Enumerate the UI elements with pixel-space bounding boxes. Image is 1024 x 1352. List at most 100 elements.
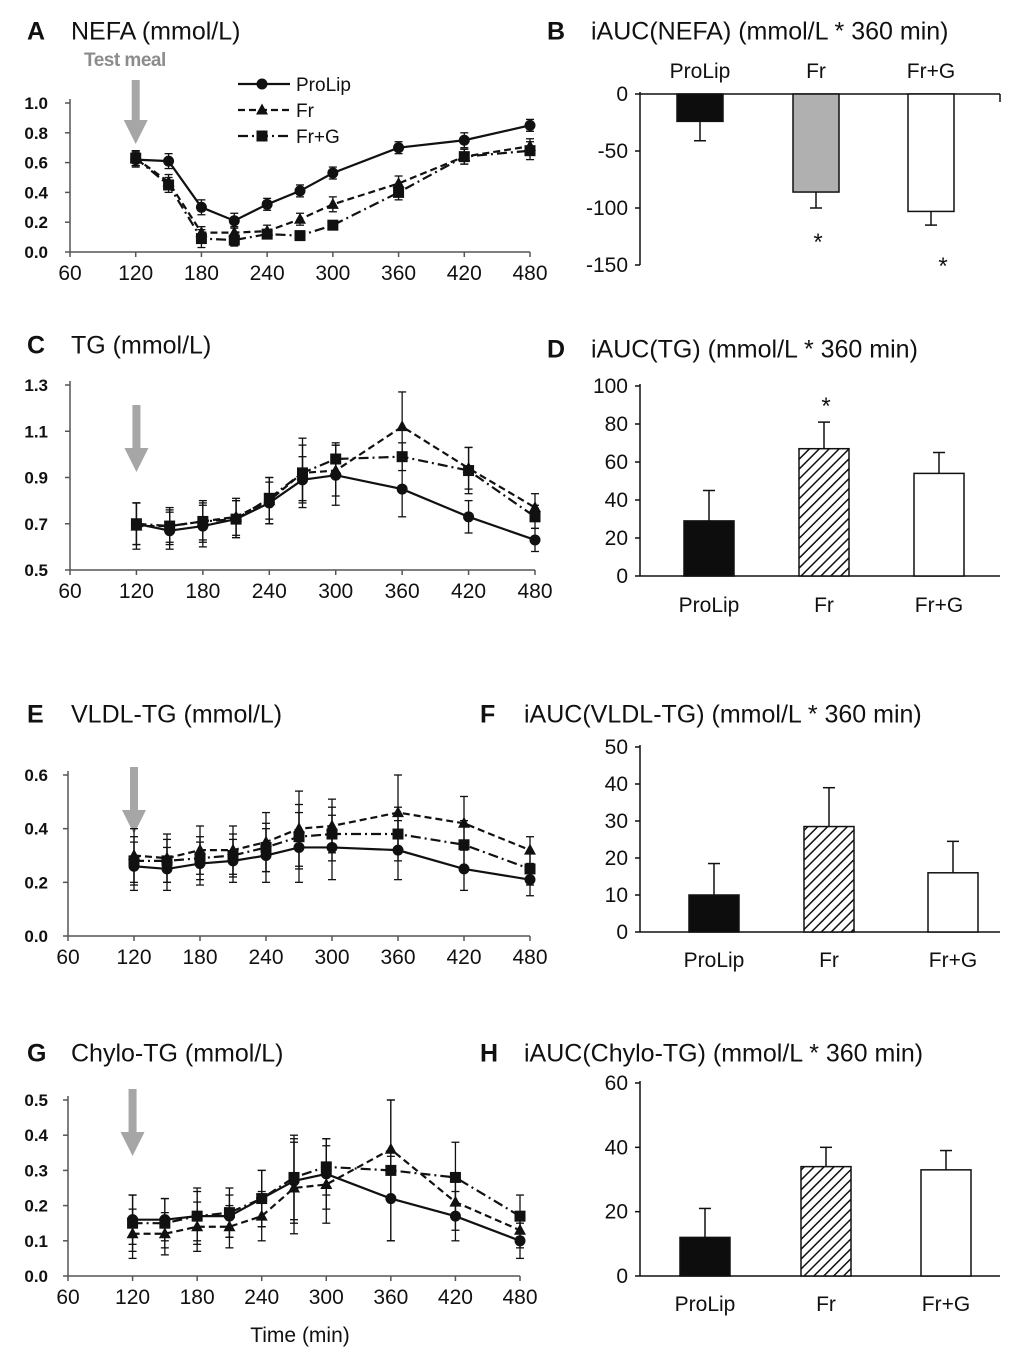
marker-circle xyxy=(228,215,240,227)
x-tick-label: 240 xyxy=(244,1286,279,1309)
y-tick-label: 30 xyxy=(605,810,628,833)
panel-title: iAUC(NEFA) (mmol/L * 360 min) xyxy=(591,18,948,46)
marker-circle xyxy=(396,483,408,495)
y-tick-label: 1.0 xyxy=(24,94,48,113)
bar-fr xyxy=(798,447,850,577)
marker-square xyxy=(449,1171,461,1183)
x-tick-label: 120 xyxy=(115,1286,150,1309)
x-tick-label: 480 xyxy=(512,262,547,285)
marker-square xyxy=(396,451,408,463)
arrow-shaft xyxy=(131,80,140,122)
x-tick-label: 420 xyxy=(447,262,482,285)
y-tick-label: 0.8 xyxy=(24,124,48,143)
y-tick-label: 1.3 xyxy=(24,376,48,395)
x-tick-label: 240 xyxy=(252,580,287,603)
y-tick-label: 0 xyxy=(616,83,628,106)
x-tick-label: 420 xyxy=(446,946,481,969)
series-line xyxy=(135,124,531,222)
marker-square xyxy=(326,828,338,840)
y-tick-label: 0.0 xyxy=(24,927,48,946)
marker-square xyxy=(164,520,176,532)
marker-circle xyxy=(327,167,339,179)
panel-header-c: C TG (mmol/L) xyxy=(27,332,211,360)
x-tick-label: 60 xyxy=(56,1286,79,1309)
x-axis-title: Time (min) xyxy=(250,1324,350,1347)
x-tick-label: 300 xyxy=(318,580,353,603)
marker-square xyxy=(294,230,306,242)
bar-fr xyxy=(800,1165,852,1277)
y-tick-label: 0.4 xyxy=(24,820,48,839)
marker-square xyxy=(297,467,308,479)
series-line xyxy=(134,832,531,870)
y-tick-label: 60 xyxy=(605,1072,628,1095)
marker-square xyxy=(128,855,140,867)
bar-prolip xyxy=(683,520,735,577)
marker-square xyxy=(393,186,405,198)
y-tick-label: 0.6 xyxy=(24,766,48,785)
y-tick-label: 0 xyxy=(616,921,628,944)
y-tick-label: 60 xyxy=(605,451,628,474)
marker-triangle xyxy=(396,420,409,432)
y-tick-label: 0.7 xyxy=(24,515,48,534)
x-tick-label: 120 xyxy=(118,262,153,285)
bar-fr xyxy=(792,93,840,193)
bar-frgg xyxy=(927,872,979,933)
panel-letter: F xyxy=(480,701,495,729)
significance-star: * xyxy=(938,253,947,280)
marker-square xyxy=(230,513,242,525)
x-tick-label: 180 xyxy=(185,580,220,603)
marker-square xyxy=(161,855,173,867)
marker-triangle xyxy=(524,843,536,855)
x-tick-label: 60 xyxy=(58,262,81,285)
marker-square xyxy=(228,234,240,246)
bar-frgg xyxy=(907,93,955,213)
y-tick-label: 0.0 xyxy=(24,1267,48,1286)
series-frgg xyxy=(127,1099,526,1253)
marker-square xyxy=(529,511,541,523)
y-tick-label: 40 xyxy=(605,1136,628,1159)
panel-title: TG (mmol/L) xyxy=(71,332,211,360)
marker-triangle xyxy=(326,197,339,209)
marker-square xyxy=(263,492,275,504)
y-tick-label: -150 xyxy=(586,254,628,277)
marker-square xyxy=(327,219,339,231)
test-meal-arrow xyxy=(123,80,148,144)
series-line xyxy=(133,811,531,860)
y-tick-label: 20 xyxy=(605,1201,628,1224)
bar-chart-d: 0 20 40 60 80 100 ProLip Fr * Fr+G xyxy=(593,375,1000,617)
series-line xyxy=(132,1165,521,1225)
x-tick-label: 120 xyxy=(116,946,151,969)
y-tick-label: 0.2 xyxy=(24,873,48,892)
bar-chart-f: 0 10 20 30 40 50 ProLip Fr Fr+G xyxy=(605,736,1000,972)
bar-frgg xyxy=(913,472,965,577)
bar-chart-h: 0 20 40 60 ProLip Fr Fr+G xyxy=(605,1072,1000,1316)
panel-letter: E xyxy=(27,701,44,729)
x-tick-label: 300 xyxy=(315,262,350,285)
marker-square xyxy=(514,1210,526,1222)
series-line xyxy=(132,1147,521,1235)
category-label: Fr xyxy=(814,594,834,617)
legend-label-prolip: ProLip xyxy=(296,75,351,96)
series-line xyxy=(136,455,536,528)
series-frgg xyxy=(128,803,536,886)
marker-square xyxy=(163,179,175,191)
y-tick-label: 0.4 xyxy=(24,183,48,202)
marker-triangle xyxy=(294,212,306,224)
y-tick-label: 40 xyxy=(605,489,628,512)
x-tick-label: 120 xyxy=(119,580,154,603)
y-tick-label: 1.1 xyxy=(24,422,48,441)
panel-letter: G xyxy=(27,1040,46,1068)
bar-prolip xyxy=(679,1236,731,1277)
panel-letter: C xyxy=(27,332,45,360)
category-label: Fr xyxy=(806,60,826,83)
marker-circle xyxy=(458,134,470,146)
marker-square xyxy=(458,151,470,163)
marker-circle xyxy=(524,119,536,131)
category-label: ProLip xyxy=(675,1293,736,1316)
arrow-head xyxy=(122,810,146,834)
panel-letter: B xyxy=(547,18,565,46)
series-prolip xyxy=(130,118,536,229)
marker-square xyxy=(392,828,404,840)
